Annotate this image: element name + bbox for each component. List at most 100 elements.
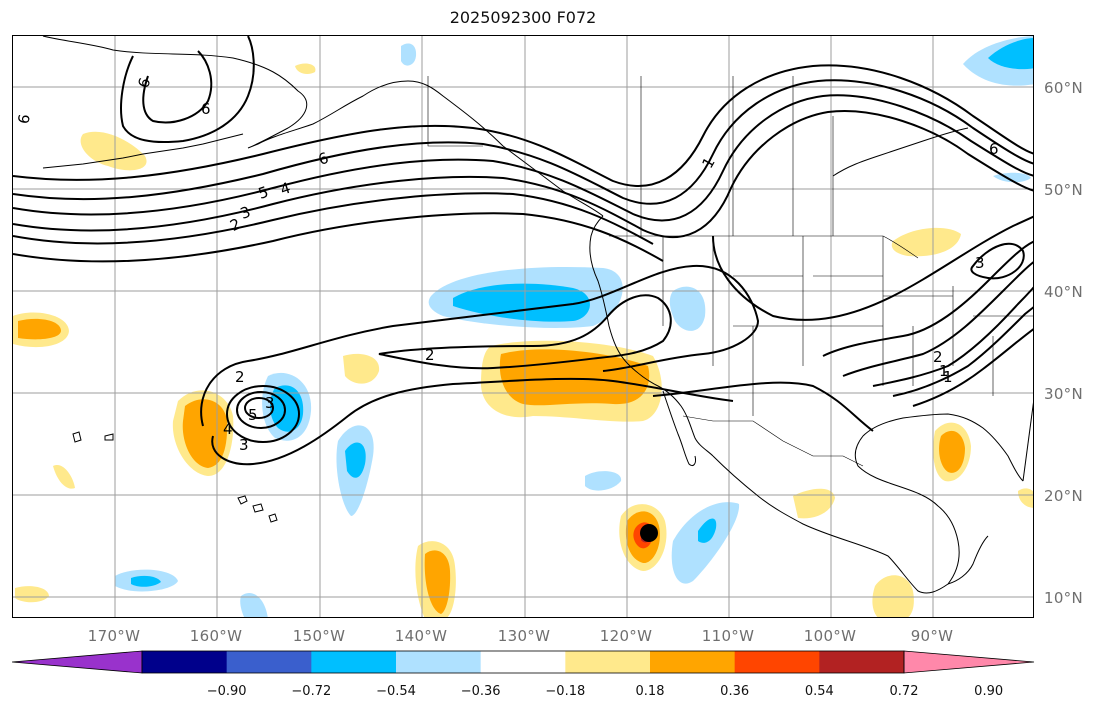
contour-np-5 <box>13 192 654 245</box>
colorbar-tick-label: −0.90 <box>206 684 247 699</box>
contour-label: 1 <box>939 362 949 380</box>
contour-2-inner <box>378 294 672 370</box>
contour-hawaii-4 <box>200 264 760 427</box>
contour-label: 5 <box>256 183 271 203</box>
colorbar-segment <box>142 651 228 673</box>
lat-label-30n: 30°N <box>1044 385 1084 403</box>
lon-label-120w: 120°W <box>599 627 653 645</box>
contour-np-1 <box>13 64 1033 187</box>
contour-low-nw-2 <box>142 50 213 124</box>
border-canada-prov <box>640 76 834 236</box>
contour-label: 6 <box>134 75 154 90</box>
contour-np-6 <box>13 212 664 263</box>
fill-yellow-se2 <box>1018 488 1033 508</box>
island-hawaii-2 <box>252 503 264 513</box>
lat-label-50n: 50°N <box>1044 181 1084 199</box>
border-ak-canada <box>427 76 483 147</box>
fill-yellow-nw <box>80 131 147 171</box>
contour-label: 6 <box>201 100 211 118</box>
map-panel: 6 6 6 6 4 5 3 2 1 2 2 3 4 5 3 1 3 2 1 6 <box>12 35 1034 618</box>
colorbar-segment <box>480 651 566 673</box>
coast-bc <box>589 215 714 457</box>
island-hawaii-5 <box>104 433 114 441</box>
lon-label-150w: 150°W <box>292 627 346 645</box>
contour-label: 3 <box>265 394 275 412</box>
contour-label: 3 <box>975 254 985 272</box>
colorbar <box>12 650 1035 674</box>
contour-e-1 <box>822 240 1033 357</box>
contour-hawaii-1 <box>244 397 274 419</box>
contour-trough <box>712 215 1033 321</box>
fill-orange-140w <box>424 550 451 614</box>
contour-label: 5 <box>248 406 258 424</box>
aleutians <box>42 133 244 169</box>
contour-label: 2 <box>425 346 435 364</box>
colorbar-tick-label: −0.72 <box>291 684 332 699</box>
contour-hawaii-3 <box>226 385 300 443</box>
contour-e-6 <box>970 242 1025 280</box>
colorbar-tick-label: 0.36 <box>720 684 750 699</box>
contour-hawaii-2 <box>236 391 286 429</box>
coast-baja <box>662 390 696 467</box>
colorbar-tick-label: −0.36 <box>460 684 501 699</box>
contour-hawaii-5 <box>211 377 734 466</box>
fill-orange-gulf <box>939 430 965 473</box>
fill-light-blue-ak <box>401 43 417 66</box>
contour-label: 2 <box>227 215 243 235</box>
gridlines <box>13 36 1033 617</box>
island-hawaii-3 <box>268 513 278 523</box>
colorbar-segment <box>565 651 651 673</box>
lat-label-40n: 40°N <box>1044 283 1084 301</box>
lon-label-170w: 170°W <box>87 627 141 645</box>
contour-label: 2 <box>235 368 245 386</box>
colorbar-tick-label: 0.54 <box>804 684 834 699</box>
fill-yellow-greatlakes <box>891 227 961 257</box>
colorbar-tick-label: −0.18 <box>545 684 586 699</box>
colorbar-tick-label: 0.72 <box>889 684 919 699</box>
anomaly-fills <box>13 36 1033 617</box>
island-hawaii-4 <box>72 431 82 443</box>
fill-light-blue-calif <box>669 286 706 331</box>
hurricane-center-marker <box>640 524 658 542</box>
contour-label: 3 <box>239 436 249 454</box>
coast-yucatan <box>947 535 989 585</box>
fill-yellow-small-1 <box>343 353 380 384</box>
fill-orange-west <box>18 318 61 340</box>
lat-label-20n: 20°N <box>1044 487 1084 505</box>
fill-yellow-small-3 <box>53 465 75 489</box>
border-us-canada <box>609 235 919 259</box>
contour-e-3 <box>872 286 1033 387</box>
fill-blue-ne <box>988 38 1033 70</box>
coast-gulf <box>854 413 1024 585</box>
fill-light-blue-small-3 <box>240 592 268 617</box>
map-svg: 6 6 6 6 4 5 3 2 1 2 2 3 4 5 3 1 3 2 1 6 <box>13 36 1033 617</box>
contour-label: 1 <box>943 368 953 386</box>
lat-label-10n: 10°N <box>1044 589 1084 607</box>
lon-label-130w: 130°W <box>497 627 551 645</box>
lat-label-60n: 60°N <box>1044 79 1084 97</box>
contour-label: 6 <box>989 140 999 158</box>
fill-yellow-small-4 <box>15 586 49 603</box>
fill-blue-np <box>453 283 590 322</box>
lon-label-160w: 160°W <box>189 627 243 645</box>
contour-label: 1 <box>698 154 718 171</box>
figure-title: 2025092300 F072 <box>449 8 597 27</box>
fill-yellow-small-2 <box>295 63 316 74</box>
fill-light-blue-sbaja <box>671 502 740 584</box>
fill-blue-sch <box>345 442 366 478</box>
coast-alaska <box>42 36 604 217</box>
border-states-w <box>662 236 884 416</box>
contour-e-2 <box>842 261 1033 377</box>
contour-label: 6 <box>14 113 33 126</box>
fill-light-blue-small-1 <box>585 471 622 491</box>
contour-lines <box>13 36 1033 466</box>
colorbar-segment <box>396 651 482 673</box>
colorbar-extend-max <box>903 650 1035 674</box>
contour-label: 4 <box>223 420 233 438</box>
coast-mexico <box>712 455 949 594</box>
coast-hudson <box>832 127 969 177</box>
fill-blue-small-2 <box>131 575 161 587</box>
colorbar-segment <box>226 651 312 673</box>
contour-np-4 <box>13 110 1033 239</box>
colorbar-outline <box>141 650 905 674</box>
